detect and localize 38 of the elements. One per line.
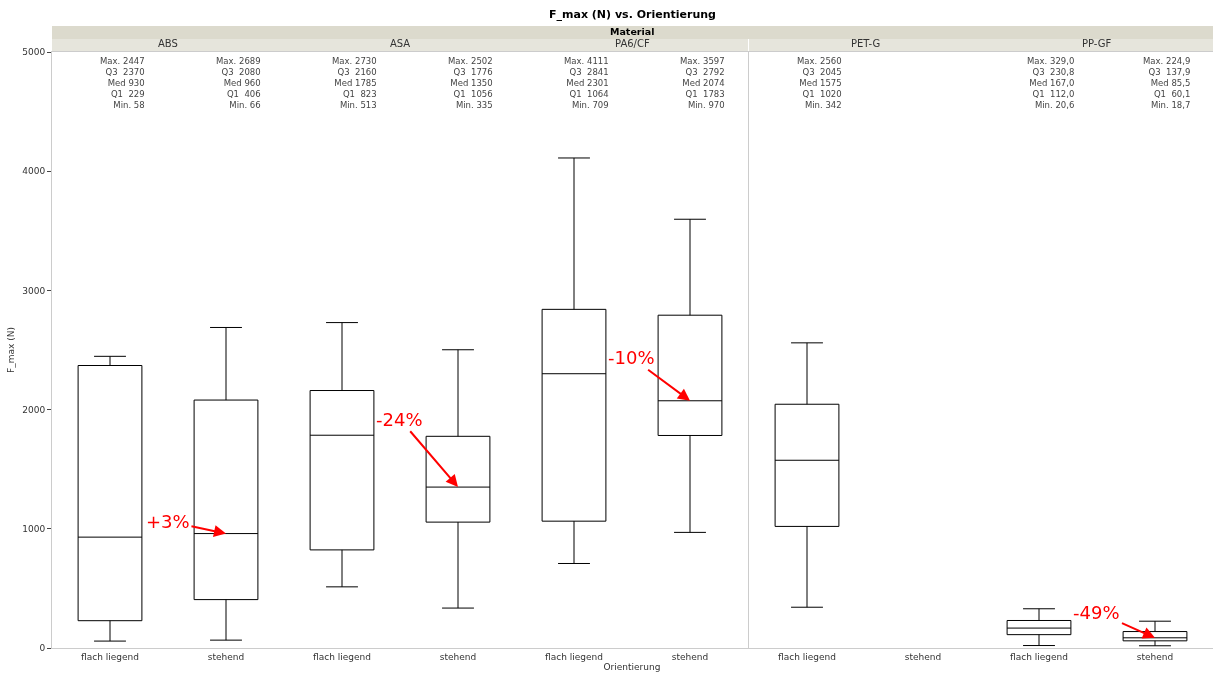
x-tick-label: flach liegend [81, 651, 139, 662]
chart-title: ABS [158, 38, 178, 49]
annotation: Max. 2447 Q3 2370 Med 930 Q1 229 Min. 58 [100, 56, 145, 111]
chart-title: ASA [390, 38, 411, 49]
annotation: Max. 2560 Q3 2045 Med 1575 Q1 1020 Min. 342 [796, 56, 842, 111]
x-tick-label: stehend [904, 651, 941, 662]
x-tick-label: flach liegend [777, 651, 836, 662]
annotation: -24% [376, 409, 423, 430]
x-tick-label: stehend [439, 651, 477, 662]
text: F_max (N) vs. Orientierung [549, 8, 717, 21]
annotation: Max. 2689 Q3 2080 Med 960 Q1 406 Min. 66 [216, 56, 261, 111]
y-tick-label: 0 [39, 643, 46, 654]
chart-title: PP-GF [1081, 38, 1112, 49]
y-tick-label: 4000 [22, 166, 46, 177]
chart-title: PET-G [850, 38, 880, 49]
x-tick-label: flach liegend [1009, 651, 1068, 662]
x-axis-title: Orientierung [603, 661, 661, 672]
annotation: Max. 2730 Q3 2160 Med 1785 Q1 823 Min. 513 [332, 56, 377, 111]
x-tick-label: stehend [207, 651, 245, 662]
y-tick-label: 1000 [22, 523, 46, 534]
annotation: -49% [1072, 602, 1120, 623]
annotation: Max. 2502 Q3 1776 Med 1350 Q1 1056 Min. 335 [448, 56, 493, 111]
annotation: Max. 3597 Q3 2792 Med 2074 Q1 1783 Min. 970 [680, 56, 725, 111]
y-tick-label: 5000 [22, 47, 46, 58]
y-axis-title: F_max (N) [5, 327, 16, 373]
y-tick-label: 2000 [22, 404, 46, 415]
annotation: Max. 4111 Q3 2841 Med 2301 Q1 1064 Min. 709 [564, 56, 609, 111]
x-tick-label: stehend [672, 651, 709, 662]
x-tick-label: stehend [1136, 651, 1174, 662]
x-tick-label: flach liegend [545, 651, 604, 662]
annotation: -10% [608, 347, 655, 368]
annotation: +3% [146, 511, 190, 532]
x-tick-label: flach liegend [313, 651, 372, 662]
text: Material [610, 26, 655, 37]
annotation: Max. 329,0 Q3 230,8 Med 167,0 Q1 112,0 Min. 20,6 [1026, 56, 1075, 111]
chart-title: PA6/CF [615, 38, 651, 49]
y-tick-label: 3000 [22, 285, 46, 296]
annotation: Max. 224,9 Q3 137,9 Med 85,5 Q1 60,1 Min. 18,7 [1142, 56, 1191, 111]
